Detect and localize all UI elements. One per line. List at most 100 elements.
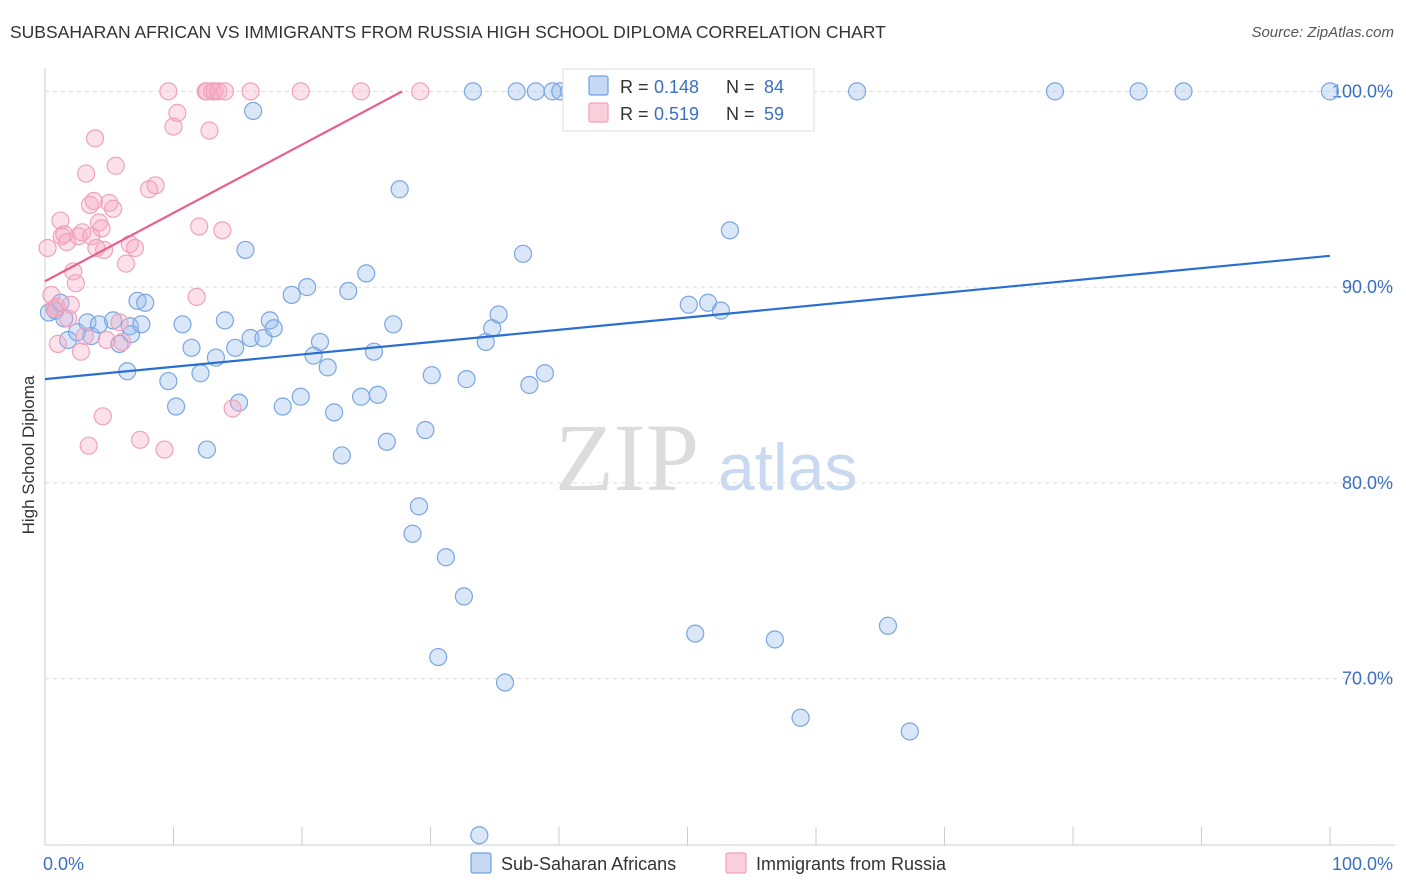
data-point xyxy=(377,432,396,451)
data-point xyxy=(470,826,489,845)
data-point xyxy=(720,221,740,240)
legend-n-value-2: 59 xyxy=(764,104,784,124)
data-point xyxy=(166,397,186,416)
data-point xyxy=(132,315,151,334)
data-point xyxy=(686,624,705,643)
data-point xyxy=(1129,82,1148,101)
legend-r-value-1: 0.148 xyxy=(654,77,699,97)
data-point xyxy=(106,156,125,175)
bottom-legend: Sub-Saharan Africans Immigrants from Rus… xyxy=(470,852,947,874)
data-point xyxy=(357,264,376,283)
data-point xyxy=(848,82,867,101)
data-point xyxy=(59,309,78,328)
data-point xyxy=(213,221,232,240)
data-point xyxy=(77,164,96,183)
data-point xyxy=(291,387,310,406)
tick-labels: 70.0% 80.0% 90.0% 100.0% 0.0% 100.0% xyxy=(43,81,1393,874)
data-point xyxy=(71,342,91,361)
legend-n-label-2: N = xyxy=(726,104,755,124)
data-point xyxy=(51,211,70,230)
data-point xyxy=(159,371,178,391)
legend-swatch-blue xyxy=(588,75,609,96)
y-tick-label: 90.0% xyxy=(1342,277,1393,297)
data-point xyxy=(182,338,201,357)
data-point xyxy=(291,82,310,101)
legend-r-label-1: R = xyxy=(620,77,649,97)
data-point xyxy=(155,440,174,459)
data-point xyxy=(765,630,784,649)
data-point xyxy=(1045,82,1065,101)
data-point xyxy=(416,420,435,440)
data-point xyxy=(535,364,554,383)
data-point xyxy=(112,332,132,352)
data-point xyxy=(173,315,192,334)
data-point xyxy=(97,330,116,350)
data-point xyxy=(125,238,145,258)
data-point xyxy=(86,129,105,148)
data-point xyxy=(454,587,474,606)
data-point xyxy=(38,238,57,258)
data-point xyxy=(104,199,123,218)
axes xyxy=(44,68,1395,846)
data-point xyxy=(191,364,210,383)
data-point xyxy=(264,319,283,338)
data-point xyxy=(1320,82,1340,101)
data-point xyxy=(403,524,422,543)
data-point xyxy=(244,101,263,121)
data-point xyxy=(73,223,92,242)
data-point xyxy=(520,375,539,395)
gridlines xyxy=(45,90,1395,680)
source-label: Source: ZipAtlas.com xyxy=(1251,24,1394,41)
data-point xyxy=(223,399,242,418)
data-point xyxy=(42,285,61,305)
data-point xyxy=(513,244,533,263)
data-point xyxy=(164,117,183,136)
data-point xyxy=(197,440,217,459)
bottom-legend-label-pink: Immigrants from Russia xyxy=(756,854,947,874)
data-point xyxy=(318,358,337,377)
data-point xyxy=(457,370,476,389)
bottom-legend-swatch-pink xyxy=(725,852,747,874)
data-point xyxy=(47,297,66,316)
data-point xyxy=(436,548,456,567)
data-point xyxy=(679,295,698,314)
data-point xyxy=(190,217,209,236)
trend-line xyxy=(44,254,1331,381)
data-point xyxy=(422,366,441,385)
data-point xyxy=(332,446,351,465)
data-point xyxy=(215,82,234,101)
data-point xyxy=(241,82,260,101)
legend-r-value-2: 0.519 xyxy=(654,104,699,124)
data-point xyxy=(495,673,515,692)
data-point xyxy=(900,722,919,741)
data-point xyxy=(409,497,429,516)
x-tick-label: 0.0% xyxy=(43,854,84,874)
data-point xyxy=(130,430,150,449)
data-point xyxy=(711,301,731,320)
data-point xyxy=(325,403,344,422)
data-point xyxy=(352,387,371,406)
bottom-legend-label-blue: Sub-Saharan Africans xyxy=(501,854,676,874)
data-point xyxy=(84,191,103,211)
data-point xyxy=(339,281,358,301)
x-tick-label: 100.0% xyxy=(1332,854,1393,874)
data-point xyxy=(78,313,97,332)
data-point xyxy=(273,397,292,416)
data-point xyxy=(236,240,255,260)
data-point xyxy=(209,82,228,101)
watermark-atlas: atlas xyxy=(718,430,857,504)
data-point xyxy=(48,334,67,353)
data-point xyxy=(352,82,371,101)
data-point xyxy=(92,219,111,238)
data-point xyxy=(61,295,80,314)
data-point xyxy=(79,436,98,455)
data-point xyxy=(187,287,206,306)
data-point xyxy=(110,313,129,332)
data-point xyxy=(507,82,526,101)
data-point xyxy=(368,385,387,404)
y-axis-label: High School Diploma xyxy=(19,375,38,534)
data-point xyxy=(200,121,219,140)
y-tick-label: 80.0% xyxy=(1342,473,1393,493)
data-point xyxy=(390,180,409,199)
